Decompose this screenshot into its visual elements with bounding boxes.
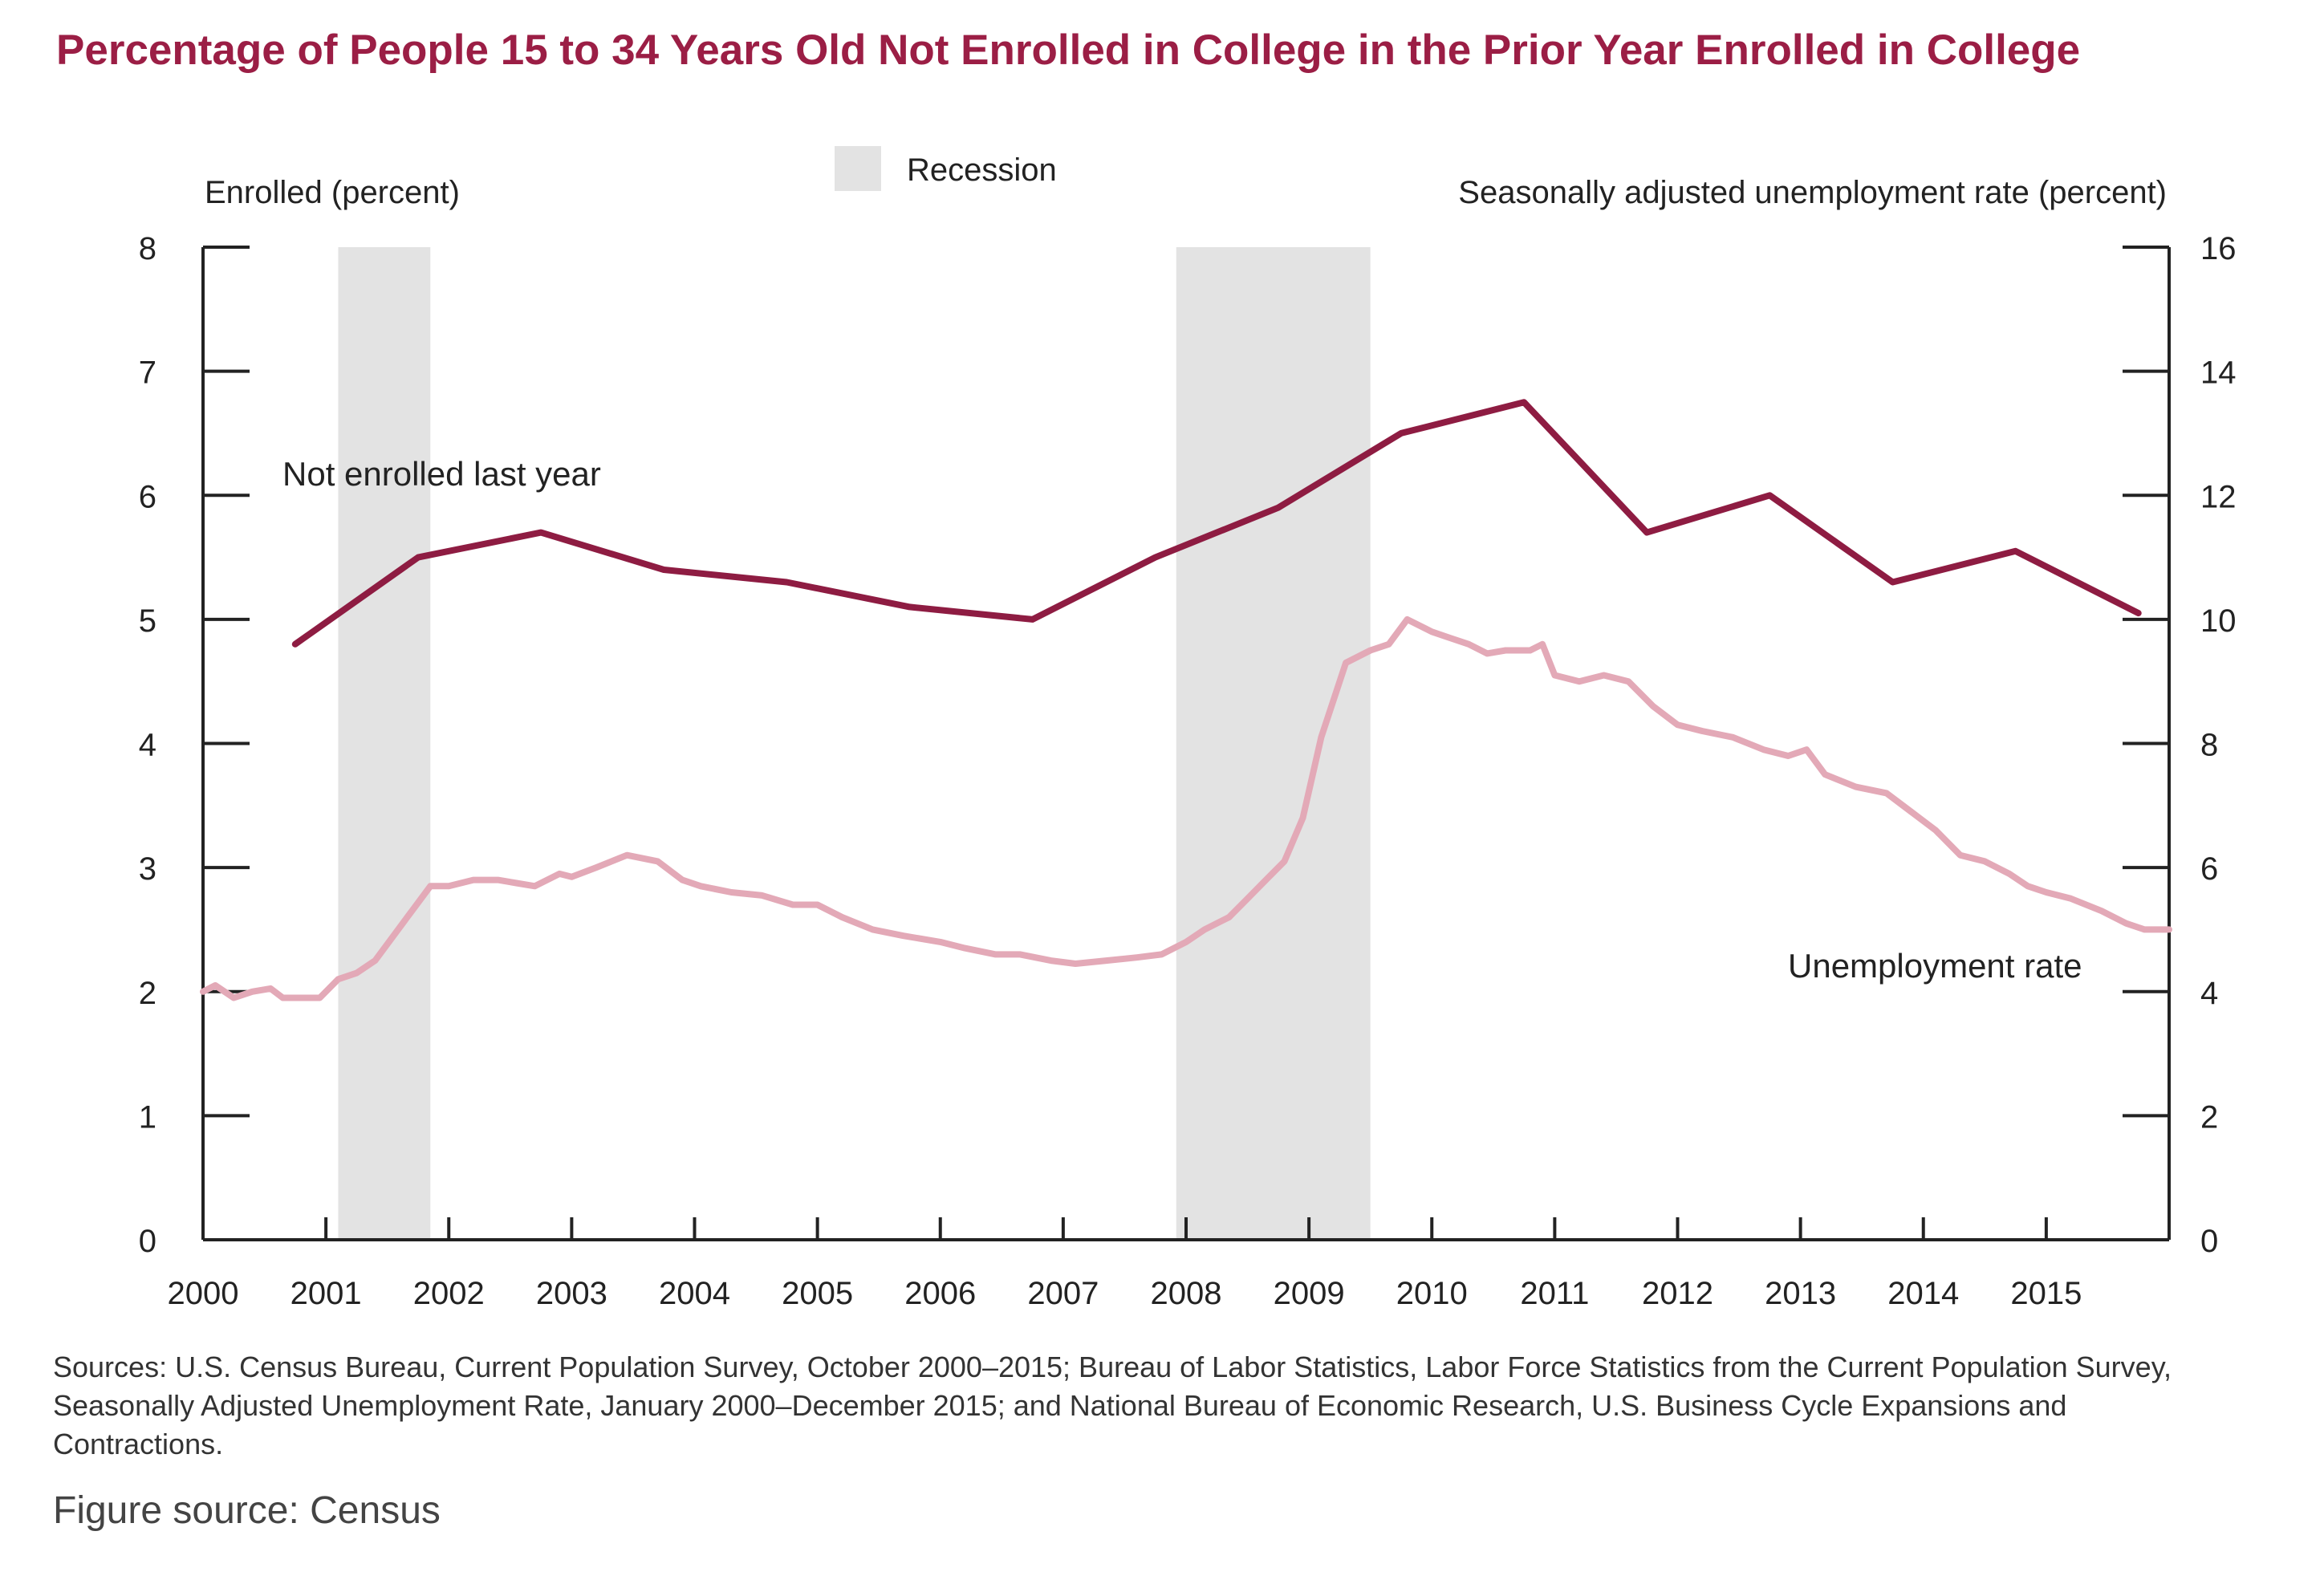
recession-band-2 [1176, 247, 1371, 1240]
recession-band-1 [338, 247, 431, 1240]
right-tick-label-10: 10 [2200, 603, 2237, 639]
x-tick-label-2012: 2012 [1642, 1276, 1713, 1311]
left-tick-label-5: 5 [139, 603, 156, 639]
right-tick-label-12: 12 [2200, 479, 2237, 514]
x-tick-label-2007: 2007 [1027, 1276, 1099, 1311]
series-line-unemployment-rate [200, 615, 2172, 1001]
x-tick-label-2003: 2003 [536, 1276, 607, 1311]
sources-note: Sources: U.S. Census Bureau, Current Pop… [53, 1351, 2172, 1460]
right-tick-label-8: 8 [2200, 728, 2218, 763]
right-tick-label-14: 14 [2200, 355, 2237, 391]
series-line-not-enrolled [291, 399, 2142, 648]
x-tick-label-2011: 2011 [1520, 1276, 1589, 1311]
x-tick-label-2015: 2015 [2010, 1276, 2082, 1311]
chart-title: Percentage of People 15 to 34 Years Old … [56, 26, 2081, 74]
x-tick-label-2009: 2009 [1274, 1276, 1345, 1311]
x-tick-label-2002: 2002 [413, 1276, 485, 1311]
right-tick-label-6: 6 [2200, 851, 2218, 887]
figure-source: Figure source: Census [53, 1489, 441, 1532]
x-tick-label-2005: 2005 [782, 1276, 853, 1311]
right-tick-label-0: 0 [2200, 1224, 2218, 1259]
legend-recession-label: Recession [907, 152, 1057, 188]
right-tick-label-16: 16 [2200, 231, 2237, 266]
left-tick-label-2: 2 [139, 976, 156, 1011]
series [200, 399, 2172, 1001]
x-tick-label-2000: 2000 [168, 1276, 239, 1311]
x-tick-label-2001: 2001 [290, 1276, 362, 1311]
x-tick-label-2010: 2010 [1396, 1276, 1468, 1311]
left-tick-label-1: 1 [139, 1099, 156, 1135]
left-axis-label: Enrolled (percent) [205, 175, 460, 210]
x-tick-label-2006: 2006 [904, 1276, 976, 1311]
x-tick-label-2004: 2004 [659, 1276, 730, 1311]
left-tick-label-8: 8 [139, 231, 156, 266]
x-tick-label-2008: 2008 [1151, 1276, 1222, 1311]
x-tick-label-2013: 2013 [1765, 1276, 1836, 1311]
right-axis-label: Seasonally adjusted unemployment rate (p… [1458, 175, 2167, 210]
left-tick-label-4: 4 [139, 728, 156, 763]
right-tick-label-2: 2 [2200, 1099, 2218, 1135]
right-tick-label-4: 4 [2200, 976, 2218, 1011]
x-tick-label-2014: 2014 [1887, 1276, 1959, 1311]
series-label-not-enrolled: Not enrolled last year [282, 455, 601, 493]
left-tick-label-0: 0 [139, 1224, 156, 1259]
recession-bands [338, 247, 1371, 1240]
legend-recession-swatch [835, 146, 881, 191]
left-tick-label-7: 7 [139, 355, 156, 391]
series-label-unemployment: Unemployment rate [1788, 947, 2082, 985]
left-tick-label-6: 6 [139, 479, 156, 514]
left-tick-label-3: 3 [139, 851, 156, 887]
